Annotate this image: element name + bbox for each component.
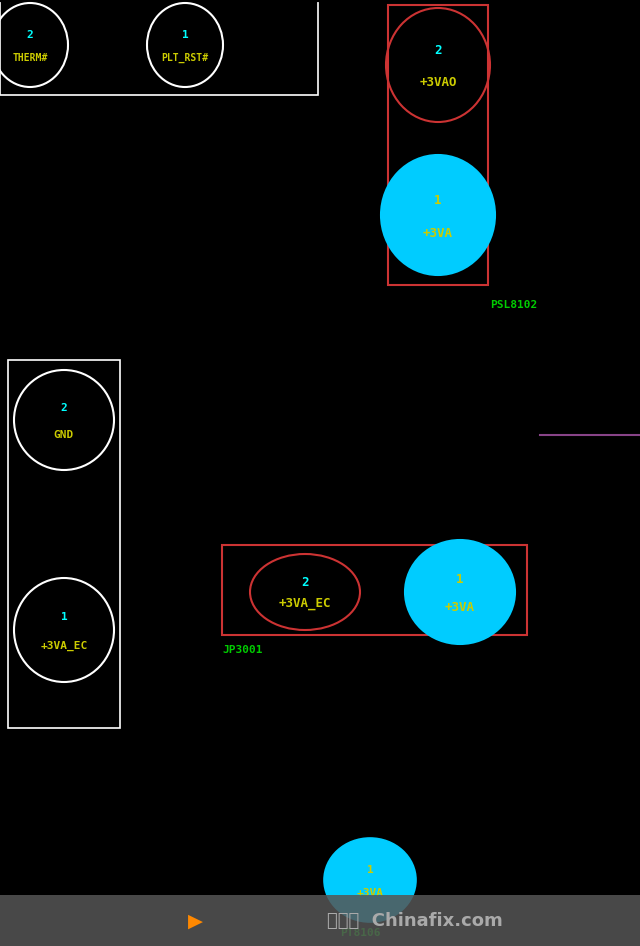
- Text: PSL8102: PSL8102: [490, 300, 537, 310]
- Bar: [8, 360, 120, 728]
- Text: JP3001: JP3001: [222, 645, 262, 655]
- Text: 1: 1: [456, 572, 464, 586]
- Text: 1: 1: [182, 29, 188, 40]
- Text: +3VA_EC: +3VA_EC: [279, 597, 332, 610]
- Text: +3VA: +3VA: [356, 887, 383, 898]
- Text: 2: 2: [61, 402, 67, 412]
- Text: 2: 2: [301, 576, 308, 589]
- Text: 迅维网  Chinafix.com: 迅维网 Chinafix.com: [327, 912, 503, 930]
- Text: 1: 1: [435, 194, 442, 206]
- Ellipse shape: [324, 838, 416, 922]
- Text: 1: 1: [61, 612, 67, 622]
- Bar: [0, 0, 318, 95]
- Ellipse shape: [381, 155, 495, 275]
- Text: PLT_RST#: PLT_RST#: [161, 52, 209, 62]
- Bar: [388, 5, 488, 285]
- Text: 2: 2: [27, 29, 33, 40]
- Text: +3VA_EC: +3VA_EC: [40, 640, 88, 651]
- Text: 1: 1: [367, 865, 373, 874]
- Text: +3VA: +3VA: [445, 601, 475, 614]
- Text: GND: GND: [54, 430, 74, 440]
- Bar: [222, 545, 527, 635]
- Text: +3VAO: +3VAO: [419, 76, 457, 89]
- Ellipse shape: [405, 540, 515, 644]
- Text: PT8106: PT8106: [340, 928, 381, 938]
- Text: 2: 2: [435, 44, 442, 58]
- Bar: [0, 895, 640, 946]
- Text: +3VA: +3VA: [423, 226, 453, 239]
- Text: ▶: ▶: [188, 912, 202, 931]
- Text: THERM#: THERM#: [12, 53, 47, 62]
